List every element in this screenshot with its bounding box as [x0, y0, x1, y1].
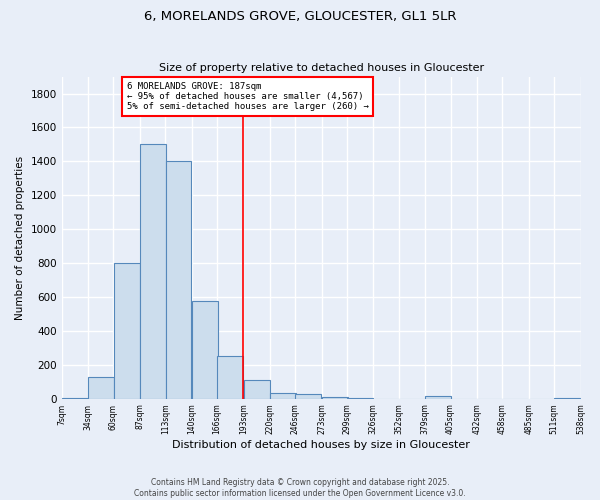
Bar	[295, 394, 322, 398]
Bar	[217, 356, 243, 399]
Bar	[166, 162, 191, 398]
Bar	[425, 396, 451, 398]
X-axis label: Distribution of detached houses by size in Gloucester: Distribution of detached houses by size …	[172, 440, 470, 450]
Y-axis label: Number of detached properties: Number of detached properties	[15, 156, 25, 320]
Bar	[192, 301, 218, 398]
Bar	[140, 144, 166, 398]
Text: 6, MORELANDS GROVE, GLOUCESTER, GL1 5LR: 6, MORELANDS GROVE, GLOUCESTER, GL1 5LR	[144, 10, 456, 23]
Text: 6 MORELANDS GROVE: 187sqm
← 95% of detached houses are smaller (4,567)
5% of sem: 6 MORELANDS GROVE: 187sqm ← 95% of detac…	[127, 82, 368, 112]
Bar	[244, 380, 269, 398]
Title: Size of property relative to detached houses in Gloucester: Size of property relative to detached ho…	[158, 63, 484, 73]
Bar	[114, 263, 140, 398]
Text: Contains HM Land Registry data © Crown copyright and database right 2025.
Contai: Contains HM Land Registry data © Crown c…	[134, 478, 466, 498]
Bar	[270, 393, 296, 398]
Bar	[322, 397, 347, 398]
Bar	[88, 376, 114, 398]
